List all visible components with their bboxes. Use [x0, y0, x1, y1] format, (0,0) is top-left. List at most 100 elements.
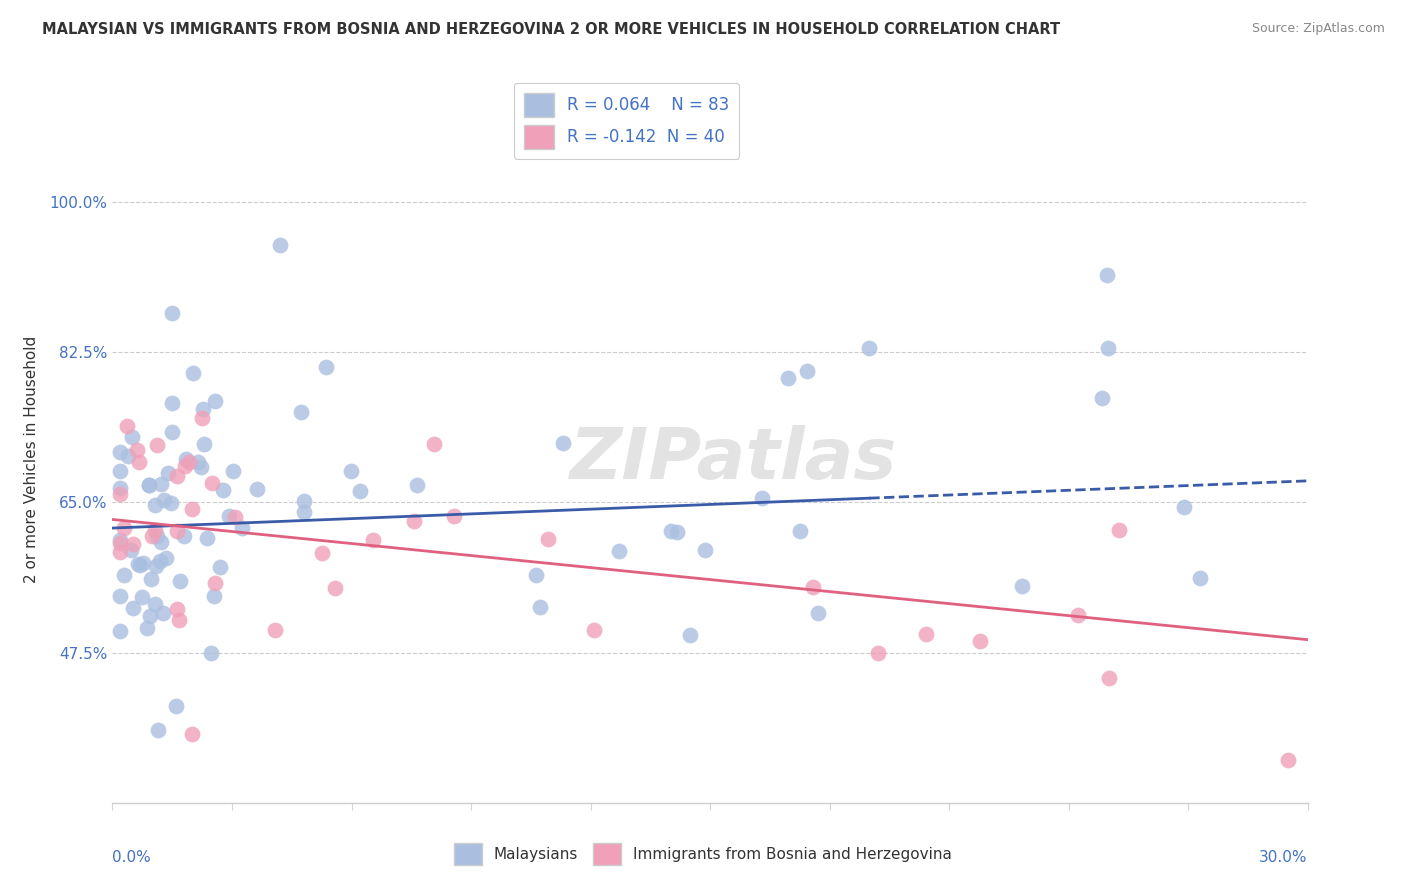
Point	[218, 509, 240, 524]
Point	[807, 606, 830, 620]
Point	[231, 521, 253, 535]
Point	[679, 628, 702, 642]
Point	[160, 496, 183, 510]
Point	[181, 727, 204, 741]
Point	[141, 529, 163, 543]
Point	[136, 621, 159, 635]
Point	[1067, 607, 1090, 622]
Point	[190, 411, 212, 425]
Text: 30.0%: 30.0%	[1260, 850, 1308, 865]
Point	[166, 468, 188, 483]
Point	[125, 442, 148, 457]
Point	[145, 558, 167, 573]
Point	[422, 437, 444, 451]
Point	[551, 436, 574, 450]
Text: ZIPatlas: ZIPatlas	[571, 425, 897, 494]
Point	[607, 544, 630, 558]
Point	[1097, 341, 1119, 355]
Point	[197, 531, 219, 545]
Point	[693, 542, 716, 557]
Point	[110, 445, 132, 459]
Text: 0.0%: 0.0%	[112, 850, 152, 865]
Point	[778, 371, 800, 385]
Point	[110, 533, 132, 547]
Point	[143, 523, 166, 537]
Point	[191, 402, 214, 417]
Point	[110, 624, 132, 638]
Point	[443, 508, 465, 523]
Point	[110, 487, 132, 501]
Point	[269, 237, 291, 252]
Point	[666, 525, 689, 540]
Point	[138, 478, 160, 492]
Point	[1011, 579, 1033, 593]
Point	[112, 568, 135, 582]
Point	[796, 364, 818, 378]
Point	[325, 581, 347, 595]
Point	[121, 430, 143, 444]
Point	[858, 341, 880, 355]
Point	[222, 464, 245, 478]
Point	[160, 396, 183, 410]
Point	[174, 452, 197, 467]
Point	[156, 466, 179, 480]
Point	[110, 589, 132, 603]
Point	[177, 455, 200, 469]
Point	[1098, 671, 1121, 685]
Point	[110, 535, 132, 549]
Point	[149, 535, 172, 549]
Y-axis label: 2 or more Vehicles in Household: 2 or more Vehicles in Household	[24, 335, 38, 583]
Point	[174, 459, 197, 474]
Point	[112, 521, 135, 535]
Point	[128, 455, 150, 469]
Point	[127, 557, 149, 571]
Point	[122, 601, 145, 615]
Point	[292, 504, 315, 518]
Point	[167, 613, 190, 627]
Text: Source: ZipAtlas.com: Source: ZipAtlas.com	[1251, 22, 1385, 36]
Point	[169, 574, 191, 589]
Point	[193, 436, 215, 450]
Point	[148, 723, 170, 738]
Point	[1095, 268, 1118, 283]
Point	[311, 546, 333, 560]
Point	[155, 550, 177, 565]
Point	[181, 502, 204, 516]
Point	[160, 425, 183, 440]
Point	[149, 554, 172, 568]
Point	[181, 366, 204, 380]
Point	[138, 478, 160, 492]
Point	[201, 476, 224, 491]
Point	[204, 394, 226, 409]
Point	[204, 575, 226, 590]
Point	[165, 699, 187, 714]
Point	[153, 493, 176, 508]
Point	[110, 464, 132, 478]
Point	[187, 455, 209, 469]
Point	[659, 524, 682, 539]
Point	[868, 646, 890, 660]
Point	[537, 532, 560, 546]
Point	[1188, 571, 1211, 585]
Point	[361, 533, 384, 547]
Point	[402, 515, 425, 529]
Legend: R = 0.064    N = 83, R = -0.142  N = 40: R = 0.064 N = 83, R = -0.142 N = 40	[513, 83, 740, 159]
Legend: Malaysians, Immigrants from Bosnia and Herzegovina: Malaysians, Immigrants from Bosnia and H…	[449, 837, 957, 871]
Point	[143, 597, 166, 611]
Point	[131, 590, 153, 604]
Point	[1108, 523, 1130, 537]
Point	[246, 482, 269, 496]
Point	[120, 543, 142, 558]
Point	[292, 493, 315, 508]
Point	[152, 606, 174, 620]
Point	[290, 404, 312, 418]
Point	[583, 623, 606, 637]
Point	[110, 545, 132, 559]
Point	[166, 602, 188, 616]
Point	[524, 568, 547, 582]
Point	[143, 498, 166, 512]
Point	[1091, 391, 1114, 405]
Point	[349, 484, 371, 499]
Text: MALAYSIAN VS IMMIGRANTS FROM BOSNIA AND HERZEGOVINA 2 OR MORE VEHICLES IN HOUSEH: MALAYSIAN VS IMMIGRANTS FROM BOSNIA AND …	[42, 22, 1060, 37]
Point	[212, 483, 235, 498]
